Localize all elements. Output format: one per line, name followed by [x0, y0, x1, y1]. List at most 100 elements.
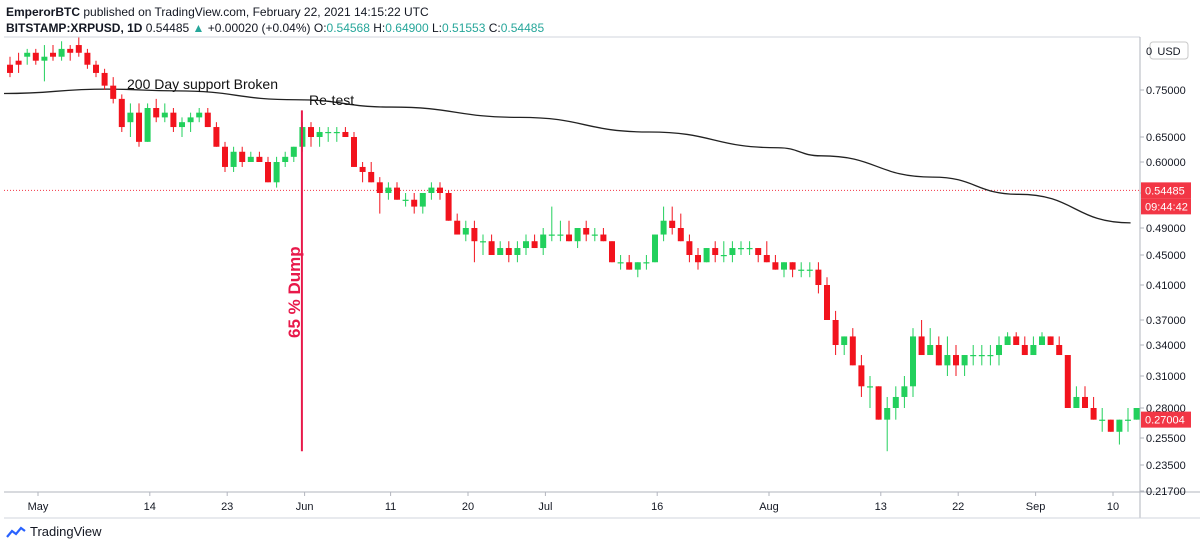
candle[interactable]	[170, 108, 177, 132]
candle[interactable]	[824, 277, 830, 320]
candle[interactable]	[996, 336, 1002, 366]
candle[interactable]	[256, 151, 263, 162]
candle[interactable]	[265, 156, 271, 183]
candle[interactable]	[652, 234, 658, 263]
candle[interactable]	[204, 108, 211, 128]
candle[interactable]	[540, 228, 547, 255]
candle[interactable]	[712, 241, 719, 263]
candle[interactable]	[333, 127, 340, 142]
candle[interactable]	[566, 220, 572, 242]
candle[interactable]	[978, 345, 985, 366]
candle[interactable]	[1082, 386, 1088, 408]
candle[interactable]	[428, 182, 435, 200]
candle[interactable]	[239, 146, 246, 167]
candle[interactable]	[230, 146, 237, 172]
candles[interactable]	[7, 37, 1140, 452]
candle[interactable]	[110, 77, 117, 104]
candle[interactable]	[884, 396, 891, 452]
candle[interactable]	[437, 182, 443, 200]
candle[interactable]	[531, 234, 538, 249]
candle[interactable]	[660, 206, 667, 242]
candle[interactable]	[763, 241, 770, 263]
candle[interactable]	[669, 206, 676, 235]
candle[interactable]	[738, 241, 744, 255]
candle[interactable]	[505, 241, 512, 263]
candle[interactable]	[1107, 419, 1114, 432]
candle[interactable]	[247, 151, 254, 162]
candle[interactable]	[987, 345, 994, 366]
candle[interactable]	[772, 255, 779, 270]
candle[interactable]	[798, 262, 805, 278]
candle[interactable]	[419, 193, 426, 214]
candle[interactable]	[1073, 386, 1080, 408]
candle[interactable]	[50, 45, 56, 61]
candle[interactable]	[411, 193, 418, 214]
candle[interactable]	[1021, 336, 1028, 356]
candle[interactable]	[480, 234, 486, 255]
candle[interactable]	[58, 41, 65, 61]
candle[interactable]	[1099, 408, 1106, 432]
candle[interactable]	[488, 234, 495, 255]
candle[interactable]	[497, 241, 504, 255]
candle[interactable]	[789, 262, 796, 278]
candle[interactable]	[187, 112, 194, 132]
candle[interactable]	[686, 234, 693, 263]
candle[interactable]	[325, 127, 332, 142]
candle[interactable]	[591, 228, 598, 242]
candle[interactable]	[368, 162, 375, 183]
candle[interactable]	[755, 248, 762, 263]
candle[interactable]	[144, 103, 151, 142]
candle[interactable]	[1030, 336, 1037, 356]
candle[interactable]	[574, 228, 581, 249]
candle[interactable]	[841, 336, 848, 356]
candle[interactable]	[118, 94, 125, 132]
candle[interactable]	[93, 60, 99, 78]
candle[interactable]	[729, 241, 736, 263]
candle[interactable]	[626, 255, 633, 270]
candle[interactable]	[609, 241, 615, 263]
author-name[interactable]: EmperorBTC	[6, 5, 81, 19]
candle[interactable]	[454, 213, 461, 235]
candle[interactable]	[402, 193, 409, 207]
candle[interactable]	[781, 262, 787, 278]
candle[interactable]	[944, 336, 951, 376]
candle[interactable]	[290, 146, 297, 162]
candle[interactable]	[1039, 332, 1045, 345]
candle[interactable]	[600, 228, 607, 242]
candle[interactable]	[970, 345, 977, 366]
candle[interactable]	[196, 108, 203, 123]
time-axis[interactable]: May 14 23 Jun 11 20 Jul 16 Aug 13 22 Sep 10	[28, 492, 1120, 513]
candle[interactable]	[1013, 332, 1020, 345]
candle[interactable]	[1064, 355, 1071, 408]
candle[interactable]	[179, 117, 185, 137]
candle[interactable]	[927, 328, 934, 356]
price-axis[interactable]: USD00.750000.650000.600000.540000.490000…	[1140, 41, 1191, 498]
candle[interactable]	[548, 206, 555, 242]
candle[interactable]	[308, 122, 314, 147]
candle[interactable]	[24, 48, 31, 65]
candle[interactable]	[445, 190, 452, 221]
candle[interactable]	[273, 156, 280, 188]
candle[interactable]	[7, 56, 13, 78]
candle[interactable]	[961, 355, 968, 376]
currency-box[interactable]	[1149, 41, 1189, 60]
candle[interactable]	[385, 182, 392, 200]
candle[interactable]	[858, 355, 865, 397]
candle[interactable]	[471, 220, 478, 263]
tradingview-logo[interactable]: TradingView	[6, 524, 102, 539]
candle[interactable]	[1125, 408, 1131, 432]
candle[interactable]	[75, 37, 82, 57]
candle[interactable]	[867, 376, 873, 408]
candle[interactable]	[84, 48, 91, 69]
candle[interactable]	[557, 220, 564, 242]
candle[interactable]	[376, 177, 383, 214]
candle[interactable]	[918, 320, 925, 356]
candle[interactable]	[101, 68, 108, 90]
candle[interactable]	[832, 310, 839, 356]
candle[interactable]	[316, 127, 323, 147]
candle[interactable]	[815, 262, 822, 294]
candle[interactable]	[935, 336, 942, 366]
candle[interactable]	[127, 103, 134, 137]
candle[interactable]	[153, 98, 160, 123]
candle[interactable]	[634, 262, 641, 278]
